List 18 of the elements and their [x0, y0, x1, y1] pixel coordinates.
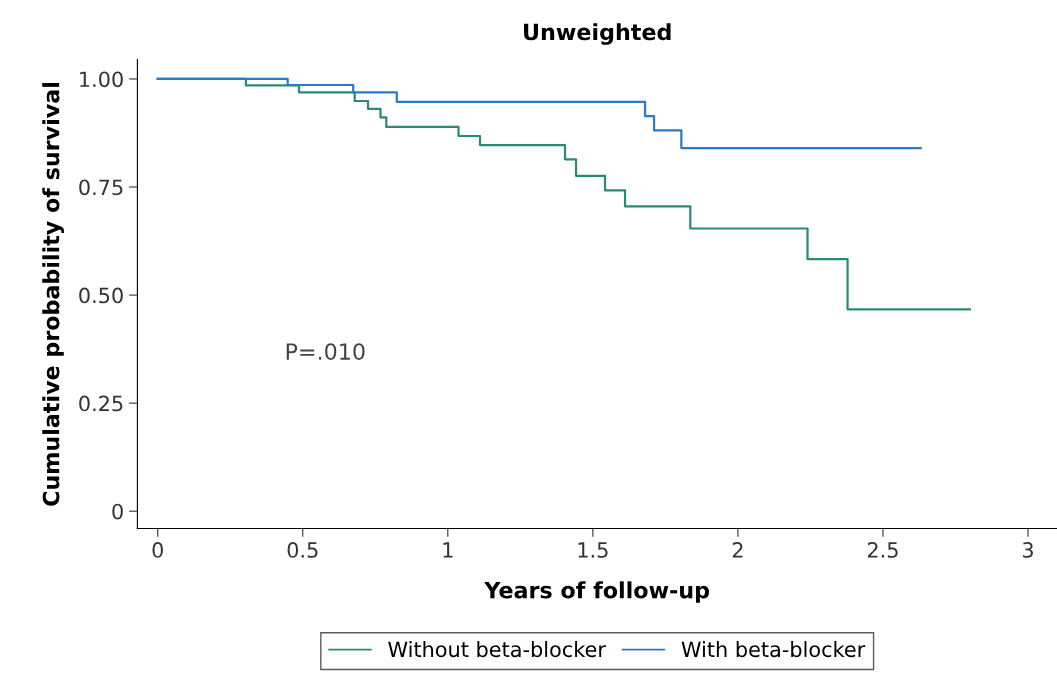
y-tick-label: 0.75 [79, 179, 123, 196]
y-tick-label: 0.50 [79, 287, 123, 304]
x-tick-label: 2 [732, 542, 743, 558]
x-axis-title: Years of follow-up [484, 581, 710, 603]
legend-label: With beta-blocker [681, 641, 866, 658]
y-tick-label: 1.00 [80, 71, 123, 88]
chart-title: Unweighted [524, 23, 671, 45]
y-tick-label: 0.25 [79, 395, 123, 412]
legend-label: Without beta-blocker [388, 641, 606, 658]
x-tick-label: 3 [1022, 542, 1033, 558]
annotation: P=.010 [286, 343, 365, 360]
x-tick-label: 0 [152, 542, 163, 558]
x-tick-label: 1.5 [578, 542, 608, 558]
x-tick-label: 2.5 [867, 542, 898, 558]
y-tick-label: 0 [112, 503, 123, 520]
y-axis-title: Cumulative probability of survival [42, 82, 64, 506]
x-tick-label: 0.5 [287, 542, 318, 558]
x-tick-label: 1 [443, 542, 453, 558]
